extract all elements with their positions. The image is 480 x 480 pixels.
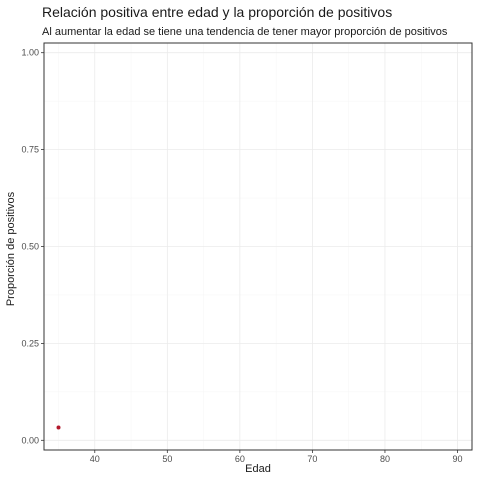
x-tick-label: 80 [380,454,390,464]
grid [44,43,472,450]
tick-labels: 40 50 60 70 80 90 0.00 0.25 0.50 0.75 1.00 [21,48,462,464]
y-tick-label: 0.50 [21,242,39,252]
y-axis-title: Proporción de positivos [5,191,17,306]
x-tick-label: 90 [452,454,462,464]
points [56,425,61,430]
panel-border [43,42,473,451]
y-tick-label: 0.00 [21,435,39,445]
y-tick-label: 0.75 [21,145,39,155]
x-tick-label: 60 [235,454,245,464]
y-tick-label: 1.00 [21,48,39,58]
x-tick-label: 50 [162,454,172,464]
y-tick-label: 0.25 [21,338,39,348]
data-point [56,425,61,430]
chart-subtitle: Al aumentar la edad se tiene una tendenc… [42,26,448,38]
x-tick-label: 70 [307,454,317,464]
chart-title: Relación positiva entre edad y la propor… [42,4,392,20]
x-axis-title: Edad [245,463,271,475]
x-tick-label: 40 [90,454,100,464]
ticks [41,52,458,453]
